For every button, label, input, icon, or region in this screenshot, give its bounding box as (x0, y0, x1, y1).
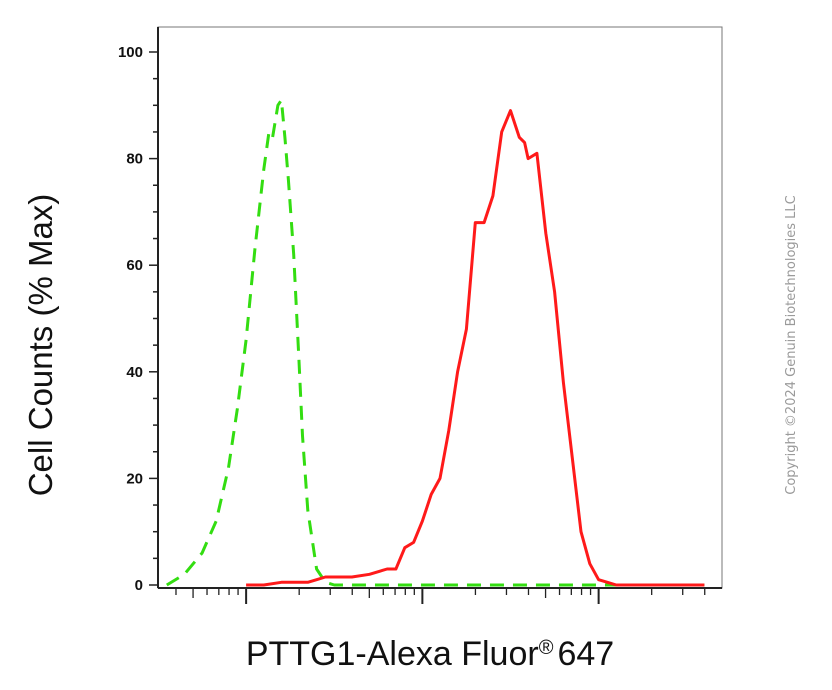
y-axis: 0 20 40 60 80 100 (118, 44, 158, 594)
x-axis-title-suffix: 647 (557, 635, 614, 673)
series-layer (166, 98, 705, 587)
sample-curve (246, 109, 705, 587)
y-tick-label: 100 (118, 44, 143, 61)
y-tick-label: 40 (126, 364, 143, 381)
x-axis-title-main: PTTG1-Alexa Fluor (246, 635, 539, 673)
y-tick-label: 80 (126, 151, 143, 168)
plot-frame (157, 26, 723, 589)
y-tick-label: 0 (135, 577, 143, 594)
y-tick-label: 20 (126, 470, 143, 487)
registered-mark: ® (539, 637, 554, 659)
copyright-watermark: Copyright ©2024 Genuin Biotechnologies L… (784, 195, 799, 494)
y-tick-label: 60 (126, 257, 143, 274)
y-axis-title: Cell Counts (% Max) (22, 194, 59, 497)
isotype-control-curve (166, 98, 705, 587)
x-axis (175, 588, 706, 604)
plot-border (157, 26, 723, 589)
x-axis-title: PTTG1-Alexa Fluor® 647 (246, 635, 614, 673)
